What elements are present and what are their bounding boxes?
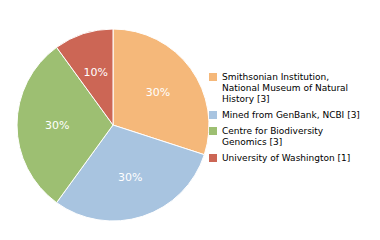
svg-text:30%: 30% bbox=[118, 171, 142, 184]
html-text:University of Washington [1]: University of Washington [1] bbox=[222, 152, 351, 163]
html-text:Mined from GenBank, NCBI [3]: Mined from GenBank, NCBI [3] bbox=[222, 109, 360, 120]
html-text:Centre for Biodiversity: Centre for Biodiversity bbox=[222, 125, 324, 136]
html-text:History [3]: History [3] bbox=[222, 93, 270, 104]
svg-text:30%: 30% bbox=[146, 86, 170, 99]
svg-text:30%: 30% bbox=[45, 119, 69, 132]
svg-text:10%: 10% bbox=[84, 66, 108, 79]
html-text:Smithsonian Institution,: Smithsonian Institution, bbox=[222, 71, 330, 82]
html-text:National Museum of Natural: National Museum of Natural bbox=[222, 82, 349, 93]
html-text:Genomics [3]: Genomics [3] bbox=[222, 136, 283, 147]
